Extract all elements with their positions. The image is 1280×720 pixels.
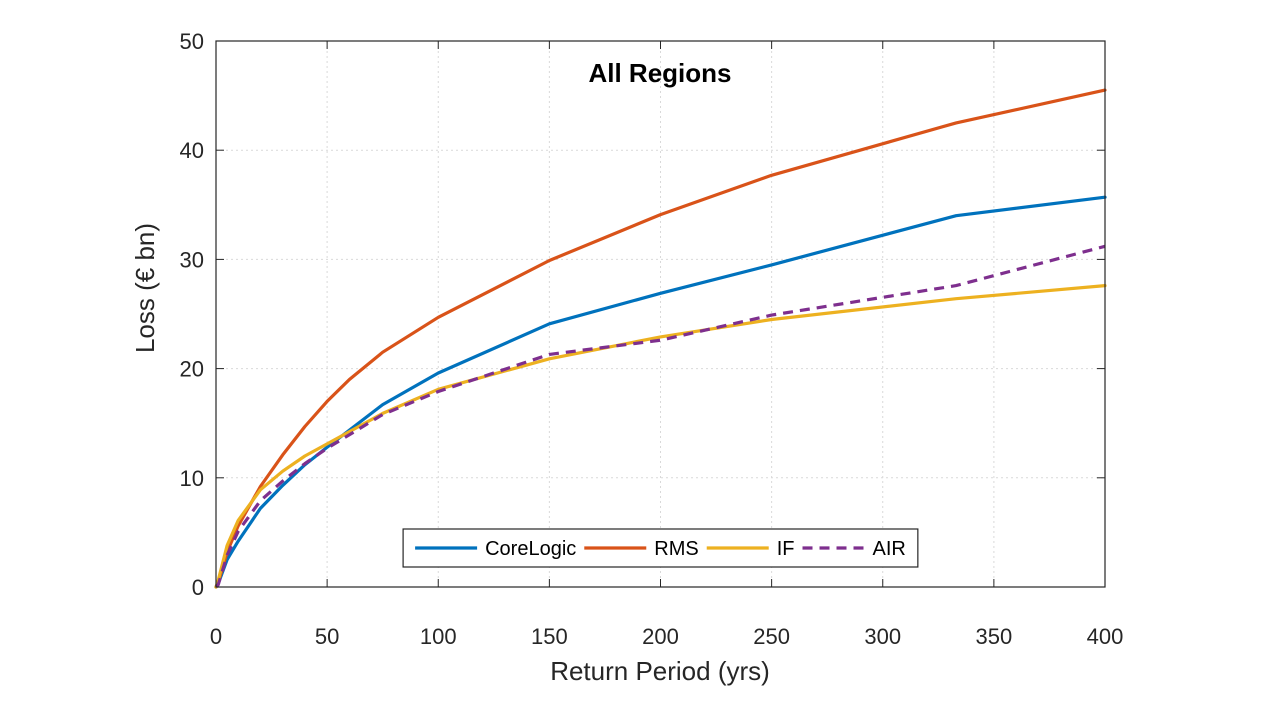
y-tick-label: 30	[180, 247, 204, 272]
x-tick-label: 150	[531, 624, 568, 649]
series-line-air	[214, 244, 1106, 589]
legend-box	[402, 528, 919, 568]
y-tick-label: 40	[180, 138, 204, 163]
legend-label-corelogic: CoreLogic	[485, 538, 576, 560]
x-tick-label: 0	[210, 624, 222, 649]
x-tick-label: 300	[864, 624, 901, 649]
series-lines	[214, 88, 1107, 589]
x-tick-label: 50	[315, 624, 339, 649]
y-tick-label: 50	[180, 29, 204, 54]
y-tick-label: 0	[192, 575, 204, 600]
x-tick-label: 350	[976, 624, 1013, 649]
chart-title: All Regions	[588, 58, 731, 88]
grid	[216, 41, 1105, 587]
x-tick-label: 400	[1087, 624, 1124, 649]
x-tick-label: 200	[642, 624, 679, 649]
x-axis-label: Return Period (yrs)	[550, 656, 770, 686]
axis-ticks: 0 50 100 150 200 250 300 350 400 0 10 20 30 40 50	[180, 29, 1124, 649]
series-line-rms	[214, 88, 1107, 589]
series-line-if	[214, 284, 1107, 589]
legend: CoreLogic RMS IF AIR	[402, 528, 919, 568]
legend-label-rms: RMS	[654, 538, 698, 560]
legend-label-if: IF	[777, 538, 795, 560]
y-tick-label: 20	[180, 357, 204, 382]
legend-label-air: AIR	[873, 538, 906, 560]
series-line-corelogic	[214, 195, 1107, 589]
x-tick-label: 250	[753, 624, 790, 649]
x-tick-label: 100	[420, 624, 457, 649]
y-axis-label: Loss (€ bn)	[130, 223, 160, 353]
y-tick-label: 10	[180, 466, 204, 491]
